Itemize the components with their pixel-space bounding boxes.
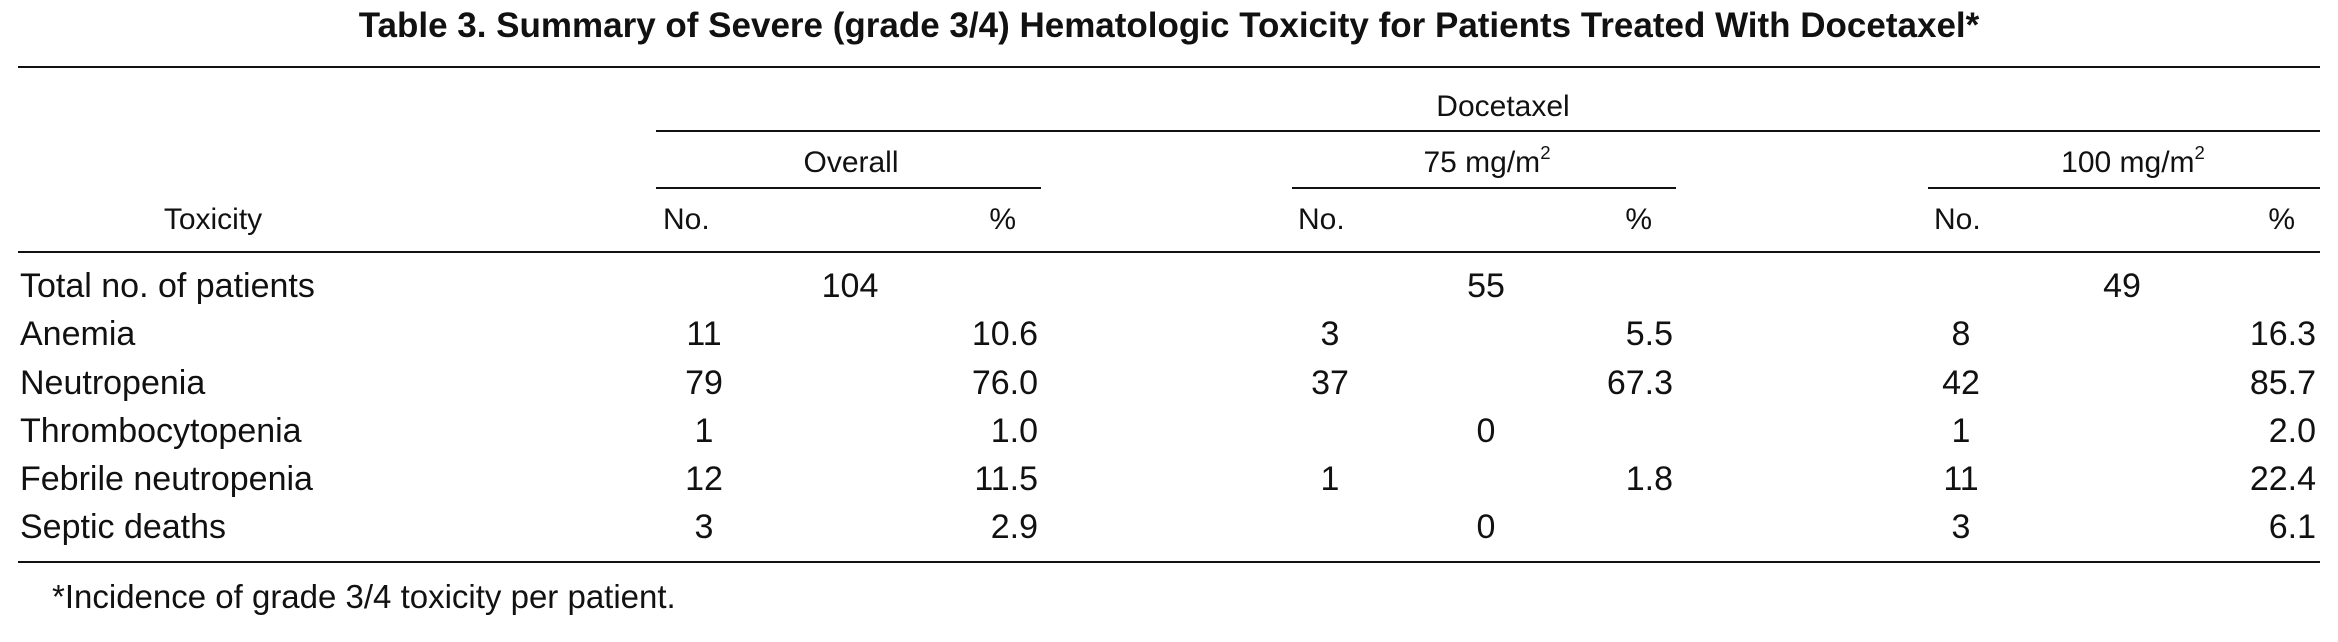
cell-no: 8	[1951, 315, 1971, 353]
cell-no: 1	[1951, 412, 1971, 450]
group-rule-100	[1928, 187, 2320, 189]
cell-no-centered: 0	[1476, 412, 1496, 450]
cell-pct: 11.5	[974, 460, 1038, 498]
subheader-no: No.	[1934, 203, 1981, 236]
total-overall: 104	[821, 267, 879, 305]
table-footnote: *Incidence of grade 3/4 toxicity per pat…	[52, 578, 676, 615]
subheader-no: No.	[663, 203, 710, 236]
header-bottom-rule	[18, 251, 2320, 253]
subheader-no: No.	[1298, 203, 1345, 236]
total-row-label: Total no. of patients	[20, 267, 315, 305]
cell-no: 3	[1320, 315, 1340, 353]
group-header-label: Overall	[803, 146, 899, 179]
spanner-header: Docetaxel	[1436, 90, 1570, 123]
group-rule-overall	[656, 187, 1041, 189]
cell-pct: 10.6	[971, 315, 1038, 353]
group-header-100: 100 mg/m2	[2061, 143, 2205, 179]
row-header: Toxicity	[163, 203, 263, 236]
cell-no: 3	[694, 508, 714, 546]
cell-pct: 6.1	[2268, 508, 2316, 546]
cell-no: 11	[1943, 460, 1979, 498]
total-75: 55	[1467, 267, 1505, 305]
row-label-neutropenia: Neutropenia	[20, 364, 206, 402]
cell-no: 1	[694, 412, 714, 450]
row-label-febrile-neutropenia: Febrile neutropenia	[20, 460, 313, 498]
cell-pct: 5.5	[1625, 315, 1673, 353]
subheader-pct: %	[989, 203, 1016, 236]
spanner-rule	[656, 130, 2320, 132]
cell-no: 11	[686, 315, 722, 353]
cell-pct: 85.7	[2249, 364, 2316, 402]
group-header-label: 75 mg/m	[1423, 146, 1541, 179]
group-header-label: 100 mg/m	[2061, 146, 2195, 179]
total-100: 49	[2103, 267, 2141, 305]
cell-no: 37	[1311, 364, 1349, 402]
group-header-sup: 2	[2194, 142, 2205, 163]
subheader-pct: %	[1625, 203, 1652, 236]
group-header-75: 75 mg/m2	[1423, 143, 1550, 179]
subheader-pct: %	[2268, 203, 2295, 236]
cell-pct: 67.3	[1606, 364, 1673, 402]
row-label-thrombocytopenia: Thrombocytopenia	[20, 412, 302, 450]
cell-no: 1	[1320, 460, 1340, 498]
cell-no: 12	[685, 460, 723, 498]
cell-no: 3	[1951, 508, 1971, 546]
row-label-septic-deaths: Septic deaths	[20, 508, 227, 546]
cell-pct: 2.9	[990, 508, 1038, 546]
row-label-anemia: Anemia	[20, 315, 136, 353]
cell-pct: 22.4	[2249, 460, 2316, 498]
top-rule	[18, 66, 2320, 68]
cell-pct: 2.0	[2268, 412, 2316, 450]
cell-no: 42	[1942, 364, 1980, 402]
table-title: Table 3. Summary of Severe (grade 3/4) H…	[358, 6, 1980, 45]
group-header-overall: Overall	[803, 148, 898, 178]
group-header-sup: 2	[1540, 142, 1551, 163]
cell-pct: 76.0	[971, 364, 1038, 402]
group-rule-75	[1292, 187, 1676, 189]
cell-pct: 1.0	[990, 412, 1038, 450]
cell-no: 79	[685, 364, 723, 402]
cell-pct: 16.3	[2249, 315, 2316, 353]
bottom-rule	[18, 561, 2320, 563]
cell-pct: 1.8	[1625, 460, 1673, 498]
cell-no-centered: 0	[1476, 508, 1496, 546]
